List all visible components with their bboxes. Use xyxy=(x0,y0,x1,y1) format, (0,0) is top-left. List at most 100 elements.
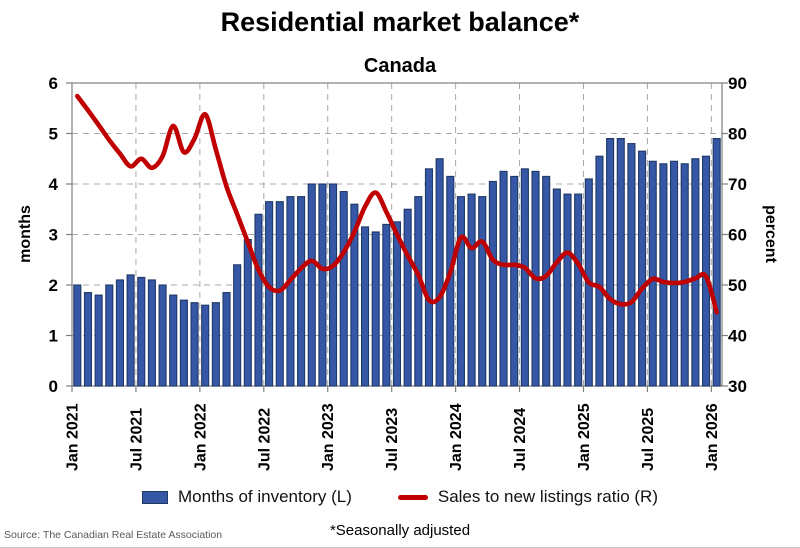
right-tick-label: 90 xyxy=(728,74,747,93)
inventory-bar xyxy=(126,274,135,387)
axis-labels: 0 1 2 3 4 5 6 30 40 50 60 70 80 90 Jan 2021 Jul 2021 Jan… xyxy=(17,74,779,471)
x-tick-label: Jan 2021 xyxy=(65,403,82,471)
right-axis-title: percent xyxy=(762,205,779,263)
inventory-bar xyxy=(169,294,178,387)
inventory-bar xyxy=(179,299,188,387)
inventory-bar xyxy=(158,284,167,387)
inventory-bar xyxy=(382,223,391,387)
left-tick-label: 5 xyxy=(49,125,58,144)
x-tick-label: Jan 2025 xyxy=(576,403,593,471)
inventory-bar xyxy=(659,163,668,387)
inventory-bar xyxy=(94,294,103,387)
inventory-bar xyxy=(648,160,657,387)
inventory-bar xyxy=(339,191,348,387)
legend-item-inventory: Months of inventory (L) xyxy=(142,487,352,507)
x-tick-label: Jul 2022 xyxy=(256,408,273,471)
right-tick-label: 60 xyxy=(728,226,747,245)
x-tick-label: Jan 2022 xyxy=(192,403,209,471)
inventory-bar xyxy=(478,196,487,387)
inventory-bar xyxy=(360,226,370,387)
x-tick-label: Jul 2025 xyxy=(640,408,657,471)
inventory-bar xyxy=(606,138,615,387)
inventory-bar xyxy=(488,180,497,387)
snlr-line xyxy=(75,93,719,315)
footnote: *Seasonally adjusted xyxy=(329,522,471,539)
inventory-bar xyxy=(669,160,679,387)
inventory-bar xyxy=(275,201,284,387)
inventory-bar xyxy=(286,196,295,387)
inventory-bar xyxy=(297,196,306,387)
inventory-bar xyxy=(222,292,231,387)
x-tick-label: Jul 2021 xyxy=(128,408,145,471)
inventory-bar xyxy=(542,175,551,387)
inventory-bar xyxy=(254,213,263,387)
inventory-bar xyxy=(211,302,220,387)
inventory-bar xyxy=(147,279,156,387)
inventory-bar xyxy=(307,183,316,387)
x-tick-label: Jan 2024 xyxy=(448,403,465,471)
line-swatch-icon xyxy=(397,494,428,500)
inventory-bar xyxy=(616,138,625,387)
page-title: Residential market balance* xyxy=(220,7,580,37)
inventory-bar xyxy=(574,193,583,387)
inventory-bar xyxy=(403,208,412,387)
legend-item-snlr: Sales to new listings ratio (R) xyxy=(397,487,658,507)
inventory-bar xyxy=(318,183,327,387)
inventory-bar xyxy=(510,175,519,387)
x-tick-label: Jul 2023 xyxy=(384,408,401,471)
inventory-bar xyxy=(371,231,380,387)
inventory-bar xyxy=(701,155,711,387)
left-tick-label: 6 xyxy=(49,74,58,93)
left-tick-label: 0 xyxy=(49,377,58,396)
legend-label-inventory: Months of inventory (L) xyxy=(178,487,352,506)
left-axis-title: months xyxy=(17,205,34,263)
inventory-bar xyxy=(424,168,434,387)
left-tick-label: 3 xyxy=(49,226,58,245)
inventory-bar xyxy=(712,138,721,387)
inventory-bar xyxy=(83,292,93,387)
inventory-bars xyxy=(73,138,721,387)
inventory-bar xyxy=(392,221,402,387)
x-tick-label: Jan 2023 xyxy=(320,403,337,471)
inventory-bar xyxy=(595,155,604,387)
chart-legend: Months of inventory (L) Sales to new lis… xyxy=(0,485,800,509)
source-credit: Source: The Canadian Real Estate Associa… xyxy=(4,529,223,541)
inventory-bar xyxy=(414,196,423,387)
inventory-bar xyxy=(190,302,199,387)
inventory-bar xyxy=(115,279,125,387)
inventory-bar xyxy=(73,284,82,387)
inventory-bar xyxy=(350,203,359,387)
inventory-bar xyxy=(456,196,465,387)
inventory-bar xyxy=(552,188,561,387)
inventory-bar xyxy=(243,239,252,387)
inventory-bar xyxy=(233,264,242,387)
chart-subtitle: Canada xyxy=(363,55,437,77)
inventory-bar xyxy=(520,168,529,387)
inventory-bar xyxy=(137,276,146,387)
right-tick-label: 30 xyxy=(728,377,747,396)
inventory-bar xyxy=(265,201,274,387)
inventory-bar xyxy=(638,150,647,387)
right-tick-label: 80 xyxy=(728,125,747,144)
left-tick-label: 2 xyxy=(49,276,58,295)
inventory-bar xyxy=(467,193,476,387)
inventory-bar xyxy=(627,143,636,387)
left-tick-label: 1 xyxy=(49,327,58,346)
inventory-bar xyxy=(329,183,338,387)
inventory-bar xyxy=(105,284,114,387)
inventory-bar xyxy=(201,304,210,387)
right-tick-label: 40 xyxy=(728,327,747,346)
inventory-bar xyxy=(680,163,689,387)
left-tick-label: 4 xyxy=(49,175,59,194)
right-tick-label: 70 xyxy=(728,175,747,194)
x-tick-label: Jan 2026 xyxy=(704,403,721,471)
inventory-bar xyxy=(691,158,700,387)
right-tick-label: 50 xyxy=(728,276,747,295)
legend-label-snlr: Sales to new listings ratio (R) xyxy=(437,487,658,506)
inventory-bar xyxy=(435,158,444,387)
inventory-bar xyxy=(499,170,508,387)
x-tick-label: Jul 2024 xyxy=(512,408,529,471)
bar-swatch-icon xyxy=(142,490,168,504)
